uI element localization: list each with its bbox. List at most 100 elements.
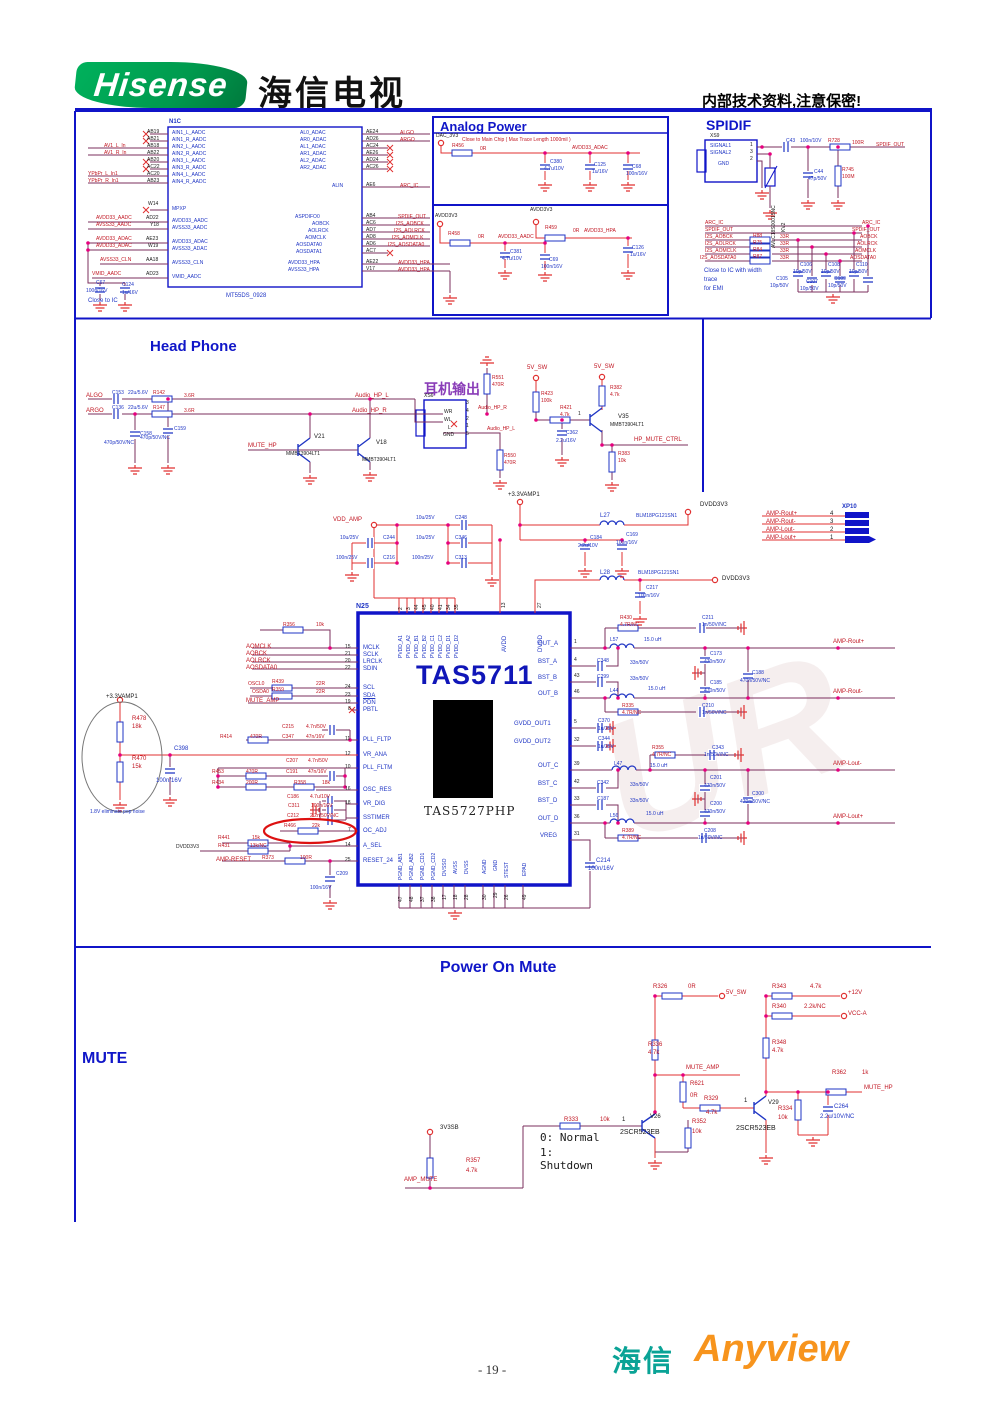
- schematic-label: PGND_AB2: [409, 853, 415, 880]
- schematic-label: C248: [455, 515, 467, 521]
- schematic-label: C208: [704, 828, 716, 834]
- schematic-label: C381: [510, 249, 522, 255]
- schematic-label: Close to IC with width: [704, 268, 762, 274]
- schematic-label: STEST: [504, 861, 510, 878]
- schematic-label: SPDIF_OUT: [852, 227, 881, 233]
- schematic-label: C201: [710, 775, 722, 781]
- schematic-label: DVDD3V3: [700, 502, 728, 508]
- schematic-label: AIN1_R_AADC: [172, 137, 207, 143]
- schematic-label: AD24: [366, 157, 379, 163]
- schematic-label: 12: [345, 751, 351, 757]
- schematic-label: L28: [600, 570, 611, 576]
- schematic-label: C311: [288, 803, 300, 809]
- schematic-label: 18k: [322, 780, 331, 786]
- schematic-label: Audio_HP_L: [487, 426, 516, 432]
- schematic-label: C211: [702, 615, 714, 621]
- schematic-label: C216: [383, 555, 395, 561]
- schematic-label: 4.7k: [610, 392, 620, 398]
- schematic-label: 46: [574, 689, 580, 695]
- schematic-label: AB22: [147, 150, 160, 156]
- schematic-label: 1u/25V: [598, 726, 614, 732]
- schematic-label: R373: [262, 855, 274, 861]
- schematic-label: PBTL: [363, 707, 379, 713]
- schematic-label: Close to IC: [88, 298, 118, 304]
- schematic-label: 4.7k: [706, 1110, 718, 1116]
- schematic-label: AVDD33_HPA: [398, 260, 430, 266]
- schematic-label: R382: [610, 385, 622, 391]
- schematic-label: AOMCLK: [305, 235, 327, 241]
- schematic-label: 15.0 uH: [650, 763, 668, 769]
- schematic-label: 49: [522, 894, 528, 900]
- schematic-label: V21: [314, 434, 325, 440]
- schematic-label: 33: [574, 796, 580, 802]
- schematic-label: 18k: [132, 724, 142, 730]
- schematic-label: 34: [446, 604, 452, 610]
- schematic-label: 470R: [492, 382, 504, 388]
- schematic-label: 2: [830, 527, 834, 533]
- schematic-label: 1u/16V: [592, 169, 608, 175]
- schematic-label: 10p/50V: [849, 269, 868, 275]
- schematic-label: ARC_IC: [400, 183, 419, 189]
- schematic-label: 10k: [618, 458, 627, 464]
- schematic-label: 48: [409, 896, 415, 902]
- schematic-label: 470n/50V/NC: [740, 678, 771, 684]
- schematic-label: AMP-Rout-: [833, 689, 863, 695]
- schematic-label: PGND_CD1: [420, 852, 426, 880]
- schematic-label: Audio_HP_R: [478, 405, 507, 411]
- schematic-label: 100M: [842, 174, 855, 180]
- section-title-power-on-mute: Power On Mute: [440, 959, 557, 976]
- schematic-label: PVDD_D1: [446, 634, 452, 658]
- schematic-label: AR2_ADAC: [300, 165, 327, 171]
- schematic-label: R348: [772, 1040, 787, 1046]
- schematic-label: R459: [545, 225, 557, 231]
- schematic-label: DVDD3V3: [722, 576, 750, 582]
- schematic-label: C105: [776, 276, 788, 282]
- schematic-label: 470R: [504, 460, 516, 466]
- schematic-label: 2.2u/10V: [578, 543, 599, 549]
- schematic-label: AOSDATA0: [246, 665, 278, 671]
- schematic-label: AVDD3V3: [435, 213, 458, 219]
- schematic-label: 0R: [480, 146, 487, 152]
- schematic-label: 4.7n/50V: [306, 724, 327, 730]
- schematic-label: GVDD_OUT1: [514, 721, 551, 727]
- schematic-label: AVDD33_HPA: [398, 267, 430, 273]
- amp-chip-part: TAS5727PHP: [424, 804, 516, 818]
- schematic-label: AC7: [366, 248, 376, 254]
- schematic-label: R421: [560, 405, 572, 411]
- schematic-label: AMP-Lout+: [833, 814, 864, 820]
- schematic-label: V35: [618, 414, 629, 420]
- schematic-label: VCC-A: [848, 1011, 867, 1017]
- schematic-label: AOLRCK: [246, 658, 271, 664]
- schematic-label: C215: [282, 724, 294, 730]
- schematic-label: L: [448, 425, 451, 431]
- schematic-label: 33R: [780, 241, 790, 247]
- schematic-label: PDN: [363, 700, 376, 706]
- schematic-label: C108: [828, 262, 840, 268]
- schematic-label: PLL_FLTM: [363, 765, 393, 771]
- schematic-label: trace: [704, 277, 718, 283]
- schematic-label: XP10: [842, 504, 857, 510]
- schematic-label: ALGO: [86, 393, 103, 399]
- schematic-label: R745: [842, 167, 854, 173]
- schematic-label: BLM18PG121SN1: [638, 570, 680, 576]
- schematic-label: 100n/16V: [616, 540, 638, 546]
- schematic-label: AL0_ADAC: [300, 130, 326, 136]
- schematic-label: 3: [466, 400, 469, 406]
- schematic-label: R728: [828, 138, 840, 144]
- schematic-label: V26: [650, 1114, 661, 1120]
- schematic-label: 22R: [316, 689, 326, 695]
- schematic-label: AE26: [366, 150, 379, 156]
- schematic-label: W14: [148, 201, 159, 207]
- schematic-label: AC26: [366, 164, 379, 170]
- schematic-label: 5: [466, 431, 469, 437]
- schematic-label: R334: [778, 1106, 793, 1112]
- schematic-label: AIN3_L_AADC: [172, 158, 206, 164]
- schematic-label: PVDD_B2: [422, 635, 428, 658]
- schematic-label: C69: [549, 257, 559, 263]
- amp-chip-ref: N25: [356, 603, 369, 610]
- schematic-label: YPbPr_R_In1: [88, 178, 119, 184]
- schematic-label: I2S_AOLRCK: [394, 228, 425, 234]
- schematic-label: C380: [550, 159, 562, 165]
